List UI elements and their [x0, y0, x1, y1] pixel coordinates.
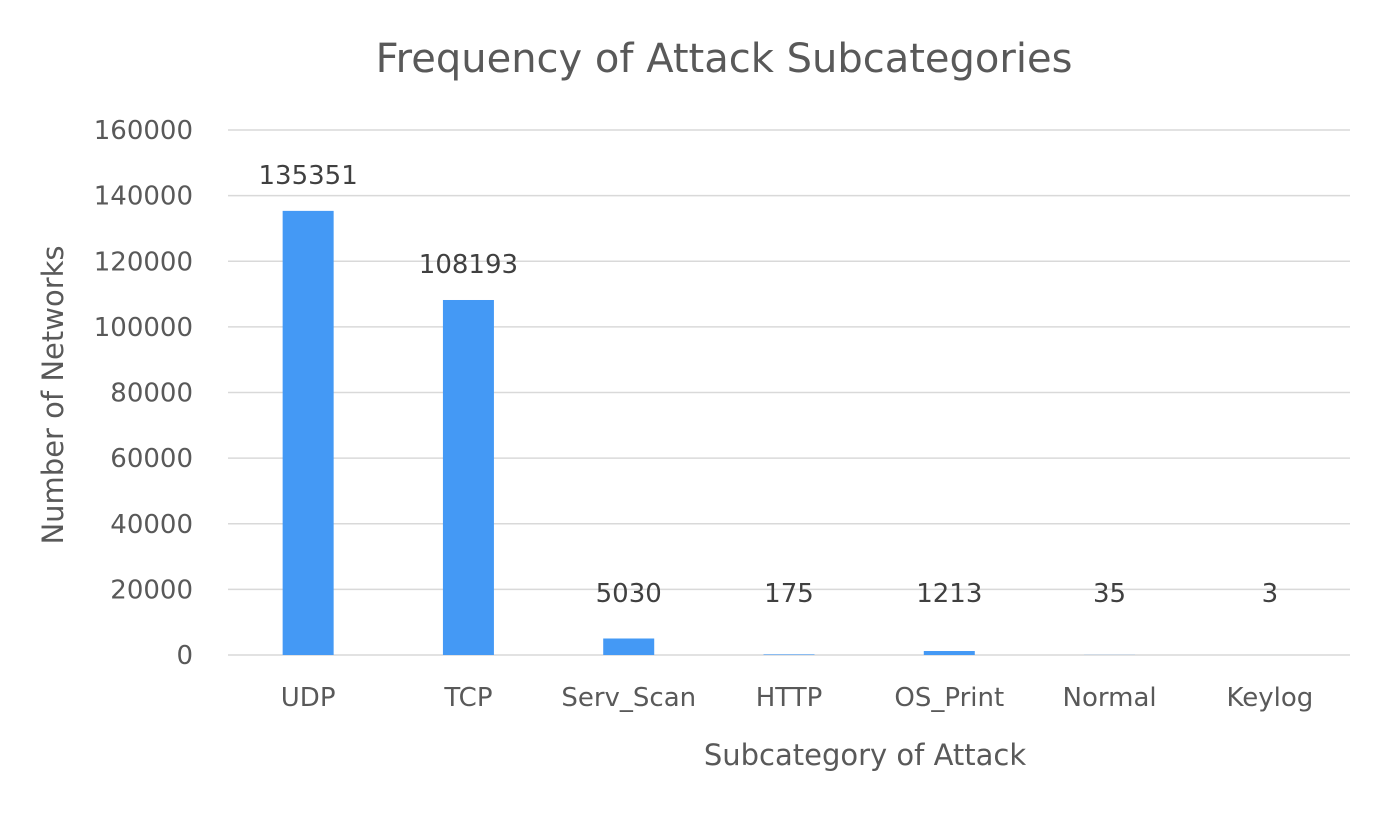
x-tick-label: Normal — [1063, 683, 1157, 713]
data-label: 108193 — [419, 250, 518, 280]
y-tick-label: 160000 — [94, 116, 193, 146]
bar-serv-scan — [603, 638, 655, 655]
y-tick-label: 140000 — [94, 182, 193, 212]
y-tick-label: 120000 — [94, 247, 193, 277]
bar-os-print — [923, 651, 975, 655]
data-labels: 135351 108193 5030 175 1213 35 3 — [259, 161, 1279, 609]
y-tick-label: 40000 — [110, 510, 193, 540]
x-tick-label: UDP — [281, 683, 336, 713]
data-label: 3 — [1262, 579, 1279, 609]
y-tick-label: 20000 — [110, 575, 193, 605]
data-label: 135351 — [259, 161, 358, 191]
data-label: 5030 — [596, 579, 662, 609]
x-tick-label: Keylog — [1226, 683, 1313, 713]
data-label: 35 — [1093, 579, 1126, 609]
x-tick-label: TCP — [443, 683, 492, 713]
y-axis-title: Number of Networks — [36, 245, 70, 544]
x-tick-label: Serv_Scan — [561, 683, 696, 713]
bar-udp — [282, 210, 334, 656]
y-tick-label: 60000 — [110, 444, 193, 474]
x-axis-title: Subcategory of Attack — [704, 738, 1027, 772]
y-tick-label: 100000 — [94, 313, 193, 343]
bars — [282, 210, 1296, 656]
y-axis-ticks: 0 20000 40000 60000 80000 100000 120000 140000 1… — [94, 116, 193, 671]
x-axis-ticks: UDP TCP Serv_Scan HTTP OS_Print Normal Keylog — [281, 683, 1313, 713]
x-tick-label: OS_Print — [894, 683, 1004, 713]
gridlines — [228, 129, 1350, 656]
bar-tcp — [442, 299, 494, 655]
bar-http — [763, 654, 815, 655]
y-tick-label: 0 — [176, 641, 193, 671]
x-tick-label: HTTP — [756, 683, 823, 713]
chart-title: Frequency of Attack Subcategories — [376, 36, 1073, 82]
y-tick-label: 80000 — [110, 379, 193, 409]
data-label: 1213 — [916, 579, 982, 609]
data-label: 175 — [764, 579, 814, 609]
